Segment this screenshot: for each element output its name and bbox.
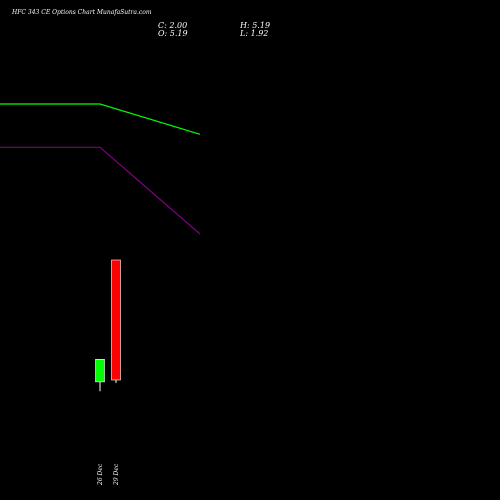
candle-body-1 — [95, 359, 105, 383]
x-tick-label-1: 26 Dec — [97, 463, 104, 486]
ohlc-close-label: C: — [158, 21, 170, 30]
candle-body-2 — [111, 259, 121, 381]
ohlc-low-value: 1.92 — [250, 29, 269, 38]
ohlc-close-value: 2.00 — [169, 21, 188, 30]
series-line-1 — [0, 103, 201, 135]
ohlc-high: H: 5.19 — [240, 21, 270, 30]
ohlc-low-label: L: — [240, 29, 251, 38]
ohlc-open-label: O: — [158, 29, 170, 38]
ohlc-low: L: 1.92 — [240, 29, 268, 38]
ohlc-close: C: 2.00 — [158, 21, 187, 30]
chart-title: HFC 343 CE Options Chart MunafaSutra.com — [12, 9, 152, 16]
ohlc-open-value: 5.19 — [169, 29, 188, 38]
series-line-2 — [0, 146, 201, 235]
ohlc-high-value: 5.19 — [252, 21, 271, 30]
ohlc-high-label: H: — [240, 21, 253, 30]
ohlc-open: O: 5.19 — [158, 29, 188, 38]
x-tick-label-2: 29 Dec — [113, 463, 120, 486]
